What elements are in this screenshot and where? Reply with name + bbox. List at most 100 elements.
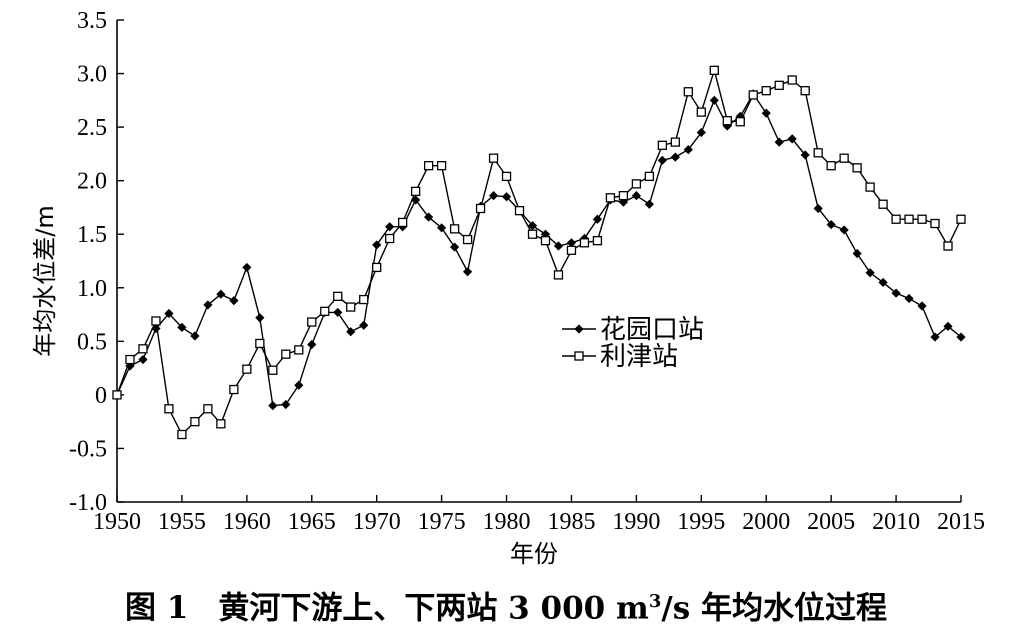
series-line bbox=[116, 67, 962, 436]
data-point-square bbox=[281, 349, 291, 359]
data-point-diamond bbox=[372, 240, 382, 250]
data-point-diamond bbox=[943, 321, 953, 331]
data-point-square bbox=[930, 218, 940, 229]
data-point-diamond bbox=[164, 308, 174, 319]
caption-title-main: 黄河下游上、下两站 3 000 m bbox=[218, 590, 649, 627]
x-tick-label: 1965 bbox=[288, 509, 336, 535]
data-point-square bbox=[683, 87, 693, 97]
y-tick-label: 3.5 bbox=[77, 8, 107, 34]
data-point-square bbox=[177, 429, 187, 440]
x-tick-label: 2015 bbox=[937, 509, 985, 535]
data-point-diamond bbox=[125, 361, 135, 371]
data-point-square bbox=[813, 148, 823, 158]
data-point-diamond bbox=[930, 332, 940, 342]
legend-item: 利津站 bbox=[562, 342, 678, 372]
data-point-square bbox=[527, 229, 538, 239]
data-point-square bbox=[488, 153, 499, 163]
data-point-diamond bbox=[566, 238, 577, 248]
data-point-diamond bbox=[190, 331, 200, 341]
y-tick-label: 1.0 bbox=[77, 276, 107, 302]
data-point-diamond bbox=[450, 242, 460, 252]
data-point-square bbox=[592, 235, 603, 246]
data-point-diamond bbox=[437, 223, 447, 233]
data-point-square bbox=[138, 344, 148, 354]
data-point-diamond bbox=[787, 134, 797, 144]
data-point-diamond bbox=[216, 289, 226, 299]
data-point-diamond bbox=[527, 221, 538, 231]
data-point-square bbox=[540, 235, 551, 246]
y-tick-label: 2.5 bbox=[77, 115, 107, 141]
series-layer bbox=[112, 65, 966, 440]
data-point-diamond bbox=[774, 137, 784, 147]
data-point-square bbox=[410, 186, 421, 197]
legend-label: 花园口站 bbox=[600, 315, 704, 345]
data-point-diamond bbox=[346, 327, 356, 337]
data-point-diamond bbox=[865, 268, 875, 278]
series-2 bbox=[112, 65, 966, 440]
x-tick-label: 2000 bbox=[742, 509, 790, 535]
x-tick-label: 2010 bbox=[872, 509, 920, 535]
data-point-square bbox=[423, 161, 434, 171]
data-point-diamond bbox=[462, 267, 473, 277]
y-tick-label: -0.5 bbox=[69, 436, 107, 462]
data-point-square bbox=[722, 116, 732, 126]
y-axis-title: 年均水位差/m bbox=[31, 205, 59, 356]
data-point-diamond bbox=[852, 248, 862, 259]
data-point-diamond bbox=[839, 225, 849, 235]
data-point-square bbox=[917, 214, 927, 224]
y-tick-label: 1.5 bbox=[77, 222, 107, 248]
data-point-diamond bbox=[592, 214, 603, 224]
data-point-square bbox=[385, 233, 395, 244]
data-point-square bbox=[605, 193, 616, 203]
data-point-diamond bbox=[385, 222, 395, 232]
caption-superscript: 3 bbox=[648, 591, 662, 612]
data-point-square bbox=[826, 161, 836, 171]
y-tick-label: 0 bbox=[95, 383, 107, 409]
data-point-square bbox=[475, 203, 486, 214]
legend-label: 利津站 bbox=[600, 342, 678, 372]
data-point-square bbox=[787, 75, 797, 85]
data-point-square bbox=[735, 117, 745, 127]
data-point-diamond bbox=[813, 203, 823, 214]
data-point-diamond bbox=[917, 301, 927, 311]
data-point-diamond bbox=[800, 150, 810, 160]
data-point-diamond bbox=[151, 323, 161, 334]
data-point-diamond bbox=[294, 380, 304, 390]
data-point-square bbox=[566, 245, 577, 255]
data-point-diamond bbox=[177, 322, 187, 333]
data-point-square bbox=[670, 137, 680, 147]
data-point-diamond bbox=[683, 145, 693, 155]
chart-axes bbox=[116, 20, 961, 503]
data-point-square bbox=[761, 86, 771, 96]
data-point-square bbox=[320, 306, 330, 316]
figure-caption: 图 1 黄河下游上、下两站 3 000 m3/s 年均水位过程 bbox=[0, 572, 1012, 632]
caption-title-tail: /s 年均水位过程 bbox=[661, 590, 887, 627]
data-point-diamond bbox=[878, 277, 888, 288]
data-point-diamond bbox=[891, 288, 901, 298]
data-point-diamond bbox=[268, 401, 278, 411]
data-point-diamond bbox=[281, 399, 291, 410]
data-point-diamond bbox=[904, 293, 914, 304]
data-point-square bbox=[398, 217, 408, 228]
data-point-diamond bbox=[657, 155, 667, 165]
data-point-square bbox=[514, 206, 525, 216]
data-point-diamond bbox=[956, 332, 966, 342]
data-point-diamond bbox=[359, 320, 369, 330]
data-point-square bbox=[943, 241, 953, 251]
x-axis-title: 年份 bbox=[510, 540, 558, 568]
data-point-square bbox=[372, 262, 382, 273]
data-point-square bbox=[618, 191, 629, 201]
series-line bbox=[116, 92, 962, 407]
data-point-square bbox=[891, 214, 901, 224]
data-point-diamond bbox=[501, 192, 512, 202]
x-tick-label: 1960 bbox=[223, 509, 271, 535]
data-point-diamond bbox=[333, 307, 343, 318]
figure-number: 图 1 bbox=[125, 590, 189, 627]
data-point-square bbox=[501, 171, 512, 182]
data-point-diamond bbox=[631, 191, 641, 201]
data-point-square bbox=[631, 179, 642, 189]
data-point-diamond bbox=[644, 199, 654, 209]
legend-marker-square bbox=[574, 351, 584, 361]
data-point-square bbox=[436, 161, 447, 171]
